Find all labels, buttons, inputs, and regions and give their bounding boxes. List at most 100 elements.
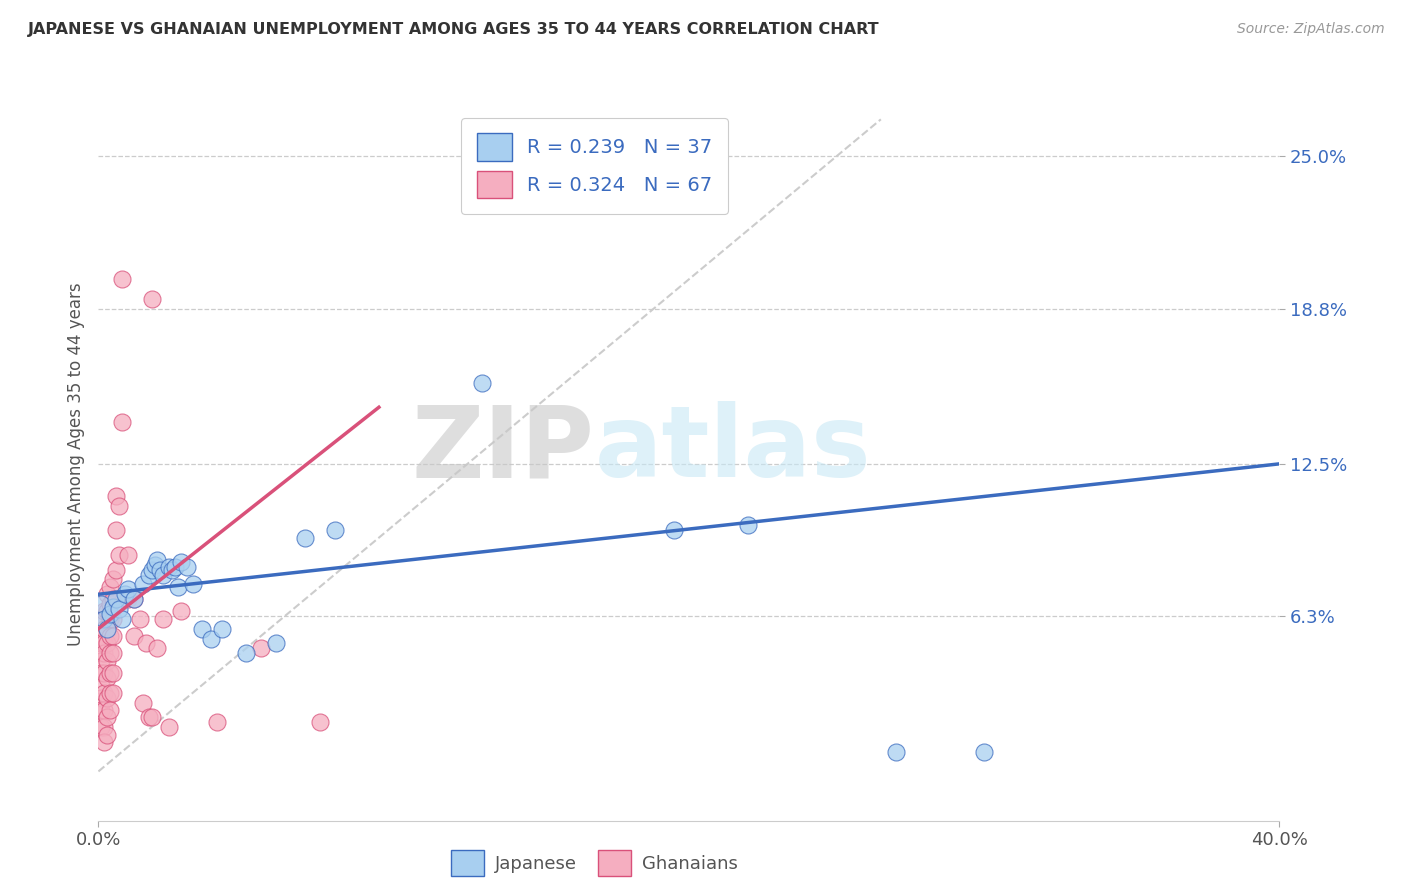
Point [103, 573, 125, 587]
Point [309, 715, 332, 730]
Point [250, 641, 273, 656]
Point [108, 499, 131, 513]
Point [141, 710, 163, 724]
Point [98, 629, 121, 643]
Point [90, 646, 112, 660]
Point [122, 629, 145, 643]
Point [737, 518, 759, 533]
Point [114, 587, 136, 601]
Point [93, 622, 115, 636]
Point [157, 720, 180, 734]
Point [90, 665, 112, 680]
Point [191, 622, 214, 636]
Point [93, 735, 115, 749]
Point [96, 710, 118, 724]
Point [103, 629, 125, 643]
Point [90, 720, 112, 734]
Point [96, 622, 118, 636]
Point [122, 592, 145, 607]
Point [103, 612, 125, 626]
Point [146, 641, 169, 656]
Point [103, 592, 125, 607]
Point [138, 567, 160, 582]
Point [105, 563, 128, 577]
Point [90, 597, 112, 611]
Point [128, 612, 150, 626]
Point [108, 602, 131, 616]
Point [117, 548, 139, 562]
Point [122, 592, 145, 607]
Point [93, 703, 115, 717]
Point [117, 582, 139, 597]
Point [170, 605, 193, 619]
Text: atlas: atlas [595, 401, 872, 498]
Text: JAPANESE VS GHANAIAN UNEMPLOYMENT AMONG AGES 35 TO 44 YEARS CORRELATION CHART: JAPANESE VS GHANAIAN UNEMPLOYMENT AMONG … [28, 22, 880, 37]
Point [157, 560, 180, 574]
Point [98, 665, 121, 680]
Point [135, 636, 157, 650]
Point [87, 612, 110, 626]
Point [211, 622, 233, 636]
Point [141, 292, 163, 306]
Point [170, 555, 193, 569]
Text: ZIP: ZIP [412, 401, 595, 498]
Point [105, 592, 128, 607]
Point [93, 636, 115, 650]
Point [87, 629, 110, 643]
Point [149, 563, 172, 577]
Point [235, 646, 257, 660]
Point [93, 686, 115, 700]
Point [98, 646, 121, 660]
Point [884, 745, 907, 759]
Point [105, 523, 128, 537]
Point [90, 690, 112, 705]
Point [105, 489, 128, 503]
Point [165, 560, 187, 574]
Point [93, 665, 115, 680]
Point [138, 710, 160, 724]
Y-axis label: Unemployment Among Ages 35 to 44 years: Unemployment Among Ages 35 to 44 years [66, 282, 84, 646]
Point [108, 548, 131, 562]
Point [973, 745, 995, 759]
Point [200, 632, 222, 646]
Point [143, 558, 166, 572]
Point [96, 727, 118, 741]
Point [98, 703, 121, 717]
Legend: Japanese, Ghanaians: Japanese, Ghanaians [444, 843, 745, 883]
Point [96, 622, 118, 636]
Point [96, 605, 118, 619]
Point [98, 686, 121, 700]
Point [96, 636, 118, 650]
Point [98, 597, 121, 611]
Point [111, 612, 134, 626]
Point [181, 577, 204, 591]
Point [111, 272, 134, 286]
Point [111, 415, 134, 429]
Point [323, 523, 346, 537]
Point [205, 715, 228, 730]
Point [132, 577, 155, 591]
Point [471, 376, 494, 390]
Point [176, 560, 198, 574]
Point [152, 612, 174, 626]
Point [93, 646, 115, 660]
Point [90, 678, 112, 692]
Point [93, 605, 115, 619]
Point [162, 563, 183, 577]
Point [90, 654, 112, 668]
Point [96, 690, 118, 705]
Point [664, 523, 686, 537]
Point [96, 587, 118, 601]
Point [90, 703, 112, 717]
Point [98, 580, 121, 594]
Point [141, 563, 163, 577]
Point [132, 696, 155, 710]
Point [103, 686, 125, 700]
Point [98, 612, 121, 626]
Point [96, 654, 118, 668]
Point [96, 671, 118, 685]
Point [167, 580, 190, 594]
Point [146, 553, 169, 567]
Point [117, 592, 139, 607]
Point [152, 567, 174, 582]
